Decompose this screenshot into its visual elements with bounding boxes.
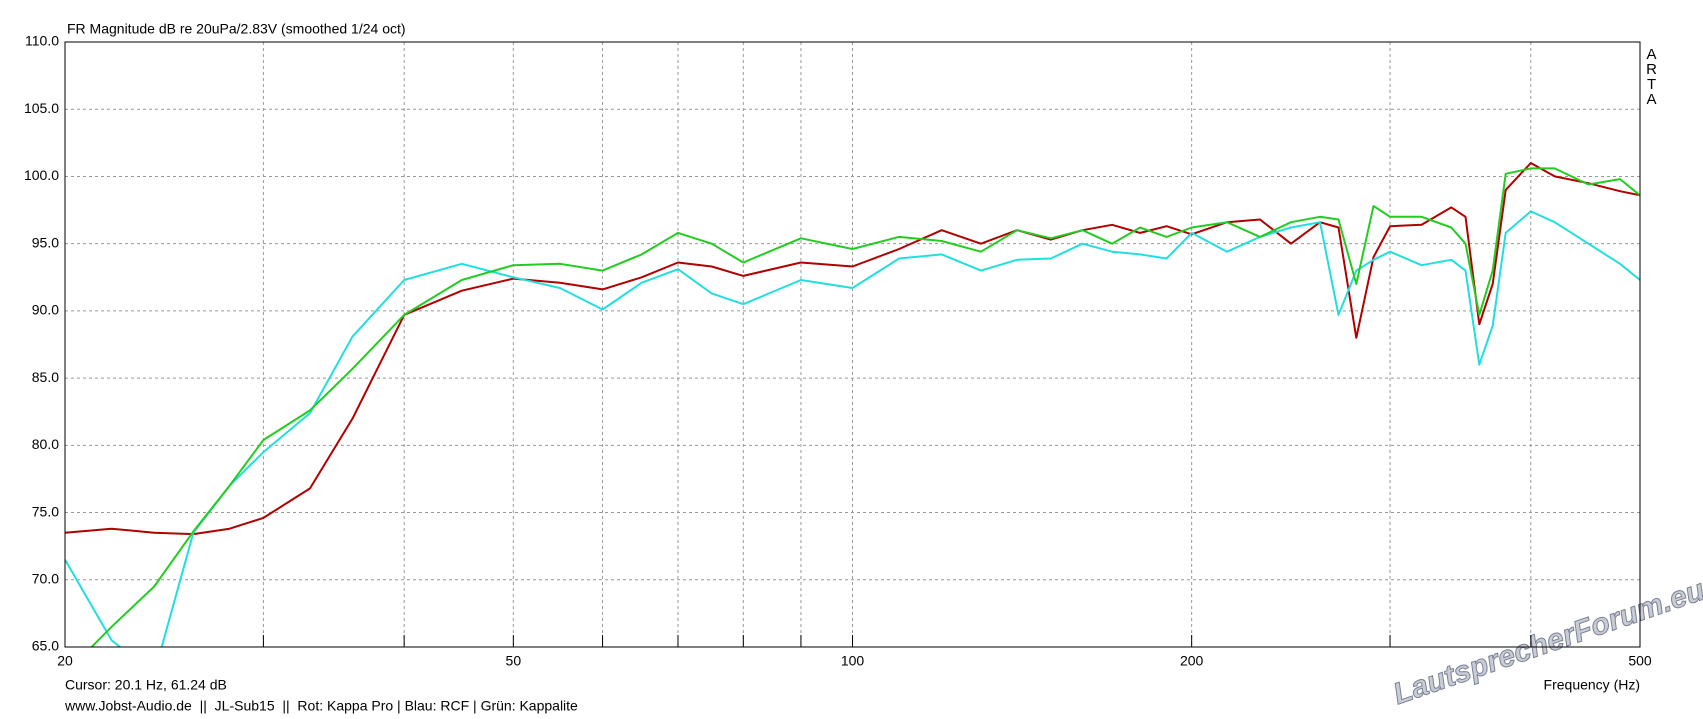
y-tick-label: 105.0	[24, 100, 59, 116]
side-label: ARTA	[1643, 46, 1660, 106]
y-tick-label: 110.0	[25, 33, 59, 49]
chart-title: FR Magnitude dB re 20uPa/2.83V (smoothed…	[67, 21, 406, 37]
x-tick-label: 200	[1180, 653, 1204, 669]
cursor-readout: Cursor: 20.1 Hz, 61.24 dB	[65, 677, 227, 693]
y-tick-label: 80.0	[32, 436, 59, 452]
footer: www.Jobst-Audio.de || JL-Sub15 || Rot: K…	[64, 698, 578, 714]
series-line	[65, 210, 1640, 647]
y-tick-label: 95.0	[32, 234, 59, 250]
y-tick-label: 75.0	[32, 503, 59, 519]
series-line	[90, 167, 1640, 647]
x-tick-label: 100	[841, 653, 865, 669]
y-tick-label: 85.0	[32, 369, 59, 385]
x-tick-label: 20	[57, 653, 73, 669]
x-tick-label: 50	[506, 653, 522, 669]
x-tick-label: 500	[1628, 653, 1652, 669]
y-tick-label: 100.0	[24, 167, 59, 183]
y-tick-label: 65.0	[32, 638, 59, 654]
plot-frame	[64, 41, 1641, 648]
y-tick-label: 70.0	[32, 570, 59, 586]
y-tick-label: 90.0	[32, 302, 59, 318]
x-axis-label: Frequency (Hz)	[1544, 677, 1640, 693]
